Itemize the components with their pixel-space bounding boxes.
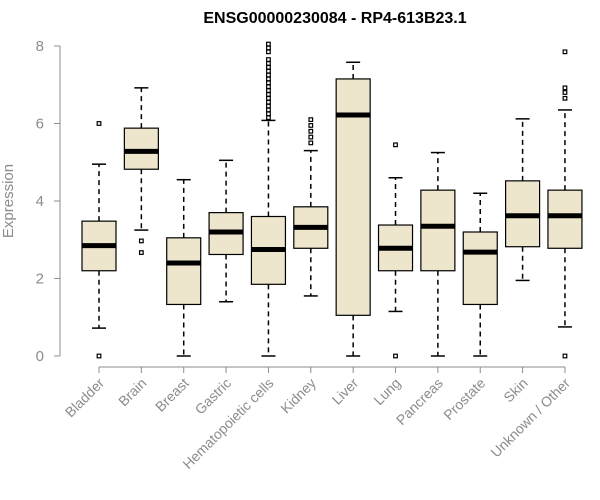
box-group — [81, 121, 117, 359]
box-iqr — [123, 127, 159, 170]
x-tick-label: Prostate — [440, 375, 488, 423]
x-tick-label: Bladder — [62, 375, 108, 421]
outlier-point — [266, 84, 271, 90]
outlier-point — [266, 107, 271, 113]
outlier-point — [266, 68, 271, 74]
outlier-point — [308, 117, 314, 123]
chart-title: ENSG00000230084 - RP4-613B23.1 — [203, 10, 466, 27]
outlier-point — [266, 45, 271, 51]
outlier-point — [308, 128, 314, 134]
outlier-point — [308, 134, 314, 140]
outlier-point — [562, 90, 568, 95]
box-group — [250, 41, 287, 357]
outlier-point — [266, 80, 271, 86]
y-tick-label: 0 — [36, 348, 44, 365]
x-tick-label: Lung — [370, 375, 403, 408]
box-iqr — [420, 189, 456, 272]
box-iqr — [166, 237, 202, 306]
outlier-point — [266, 41, 271, 47]
outlier-point — [138, 250, 144, 255]
x-tick-label: Pancreas — [393, 375, 446, 428]
outlier-point — [266, 92, 271, 97]
outlier-point — [266, 95, 271, 101]
boxes — [81, 41, 583, 359]
box-group — [293, 117, 329, 297]
outlier-point — [266, 72, 271, 78]
box-group — [377, 142, 414, 359]
box-group — [462, 192, 498, 357]
outlier-point — [562, 95, 568, 101]
box-group — [166, 178, 202, 357]
outlier-point — [393, 353, 398, 359]
box-iqr — [335, 78, 371, 316]
y-tick-label: 4 — [36, 193, 44, 210]
x-tick-label: Kidney — [277, 375, 319, 417]
box-iqr — [547, 189, 583, 249]
outlier-point — [308, 140, 314, 146]
x-tick-label: Breast — [152, 375, 192, 415]
outlier-point — [266, 64, 271, 70]
outlier-point — [96, 121, 102, 126]
outlier-point — [138, 238, 144, 244]
x-tick-label: Brain — [115, 375, 149, 409]
outlier-point — [562, 85, 568, 91]
x-tick-label: Liver — [329, 375, 362, 408]
y-axis-label: Expression — [0, 164, 17, 238]
outlier-point — [266, 103, 271, 109]
outlier-point — [308, 123, 314, 128]
outlier-point — [266, 76, 271, 82]
outlier-point — [266, 111, 271, 117]
outlier-point — [266, 57, 271, 62]
y-axis: 0 2 4 6 8 — [36, 38, 61, 365]
box-group — [123, 87, 159, 255]
box-group — [420, 151, 456, 357]
y-tick-label: 8 — [36, 38, 44, 55]
outlier-point — [266, 99, 271, 105]
outlier-point — [266, 88, 271, 93]
outlier-point — [562, 49, 568, 55]
outlier-point — [266, 115, 271, 121]
box-group — [547, 49, 583, 359]
box-group — [208, 159, 244, 303]
outlier-point — [96, 353, 102, 359]
box-group — [505, 118, 541, 282]
y-tick-label: 2 — [36, 271, 44, 288]
outlier-point — [266, 49, 271, 55]
y-tick-label: 6 — [36, 116, 44, 133]
outlier-point — [393, 142, 398, 148]
outlier-point — [562, 353, 568, 359]
x-tick-label: Unknown / Other — [487, 375, 573, 461]
box-iqr — [462, 231, 498, 306]
outlier-point — [266, 61, 271, 66]
box-group — [335, 61, 371, 357]
x-tick-label: Skin — [500, 375, 531, 406]
